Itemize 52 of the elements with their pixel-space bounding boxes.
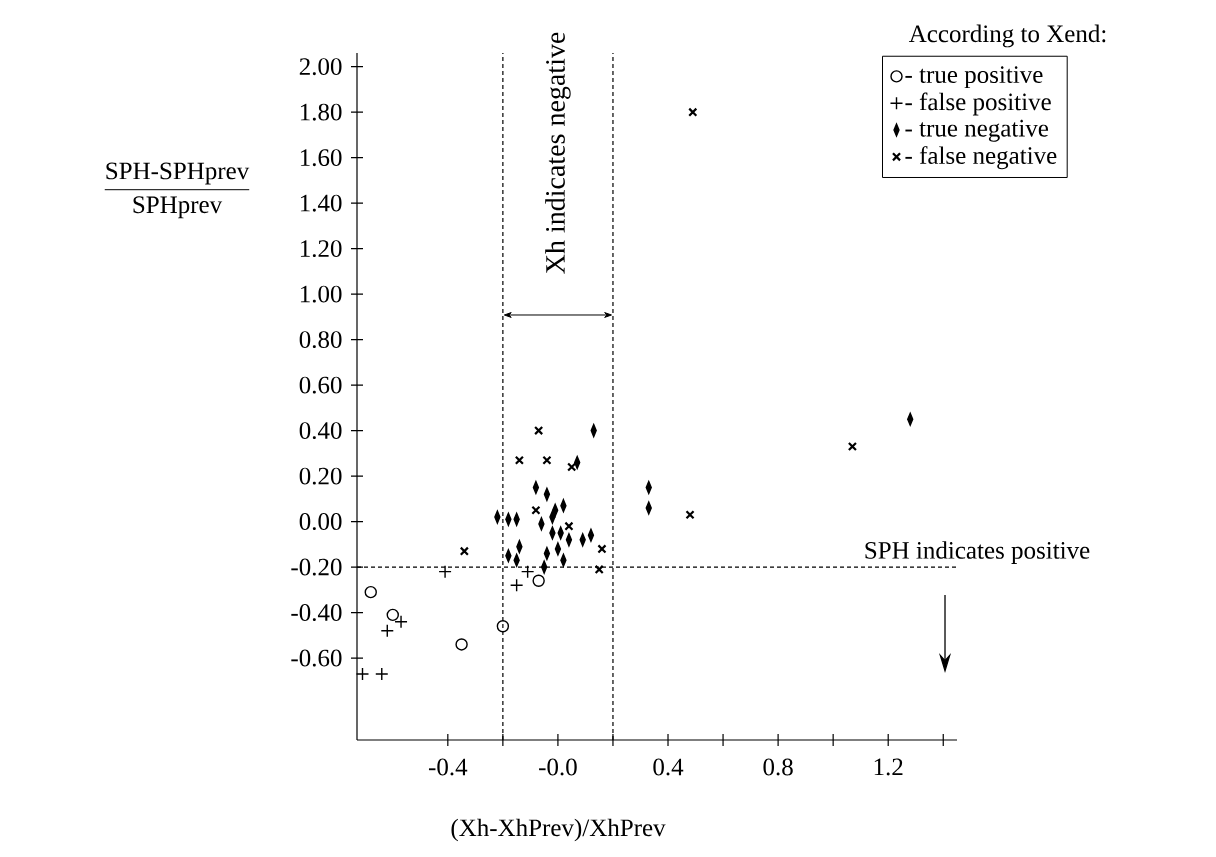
y-tick-label: 0.80	[299, 331, 342, 349]
point	[597, 544, 607, 554]
point	[459, 546, 469, 556]
point	[509, 578, 524, 593]
x-tick-label: -0.4	[428, 758, 468, 776]
y-tick-label: 0.20	[299, 467, 342, 485]
legend-label: - false negative	[905, 146, 1057, 170]
x-tick-label: 0.4	[653, 758, 684, 776]
point	[394, 615, 408, 629]
y-tick-label: -0.20	[291, 558, 342, 576]
point	[534, 425, 544, 436]
point	[496, 620, 510, 633]
point	[520, 564, 535, 579]
y-tick-label: 1.40	[300, 194, 342, 212]
y-axis-title: $\dfrac{\text{SPH-SPHprev}}{\text{SPHprev}}$	[104, 162, 250, 219]
point	[567, 462, 577, 472]
y-tick-label: 1.00	[300, 285, 342, 303]
ref-line-label: SPH indicates positive	[865, 541, 1090, 564]
y-tick-label: 2.00	[299, 58, 342, 76]
y-tick-label: 0.40	[299, 422, 342, 440]
point	[685, 510, 695, 520]
y-tick-label: 1.60	[300, 149, 342, 167]
y-tick-label: 0.60	[299, 376, 342, 394]
x-tick-label: 0.8	[763, 758, 793, 776]
point	[847, 441, 858, 452]
point	[532, 574, 545, 587]
y-tick-label: 1.80	[300, 103, 342, 121]
point	[688, 107, 698, 117]
annotation: Xh indicates negative	[545, 32, 571, 274]
x-tick-label: 1.2	[874, 758, 903, 776]
legend-title: According to Xend:	[908, 24, 1106, 48]
legend-label: - true positive	[905, 66, 1043, 89]
y-tick-label: -0.60	[291, 649, 342, 667]
legend-label: - true negative	[905, 119, 1049, 142]
x-axis-title: (Xh-XhPrev)/XhPrev	[451, 818, 666, 842]
point	[355, 667, 370, 681]
y-tick-label: 0.00	[299, 513, 342, 531]
point	[380, 624, 394, 638]
y-tick-label: -0.40	[291, 604, 342, 622]
point	[594, 564, 604, 575]
point	[375, 667, 389, 681]
point	[531, 505, 541, 515]
point	[542, 455, 552, 465]
x-tick-label: -0.0	[539, 758, 577, 776]
legend-label: - false positive	[905, 92, 1051, 116]
point	[455, 638, 468, 651]
point	[386, 608, 399, 622]
point	[564, 521, 574, 531]
point	[364, 585, 377, 599]
point	[438, 564, 452, 579]
y-tick-label: 1.20	[300, 240, 342, 258]
point	[514, 455, 525, 465]
